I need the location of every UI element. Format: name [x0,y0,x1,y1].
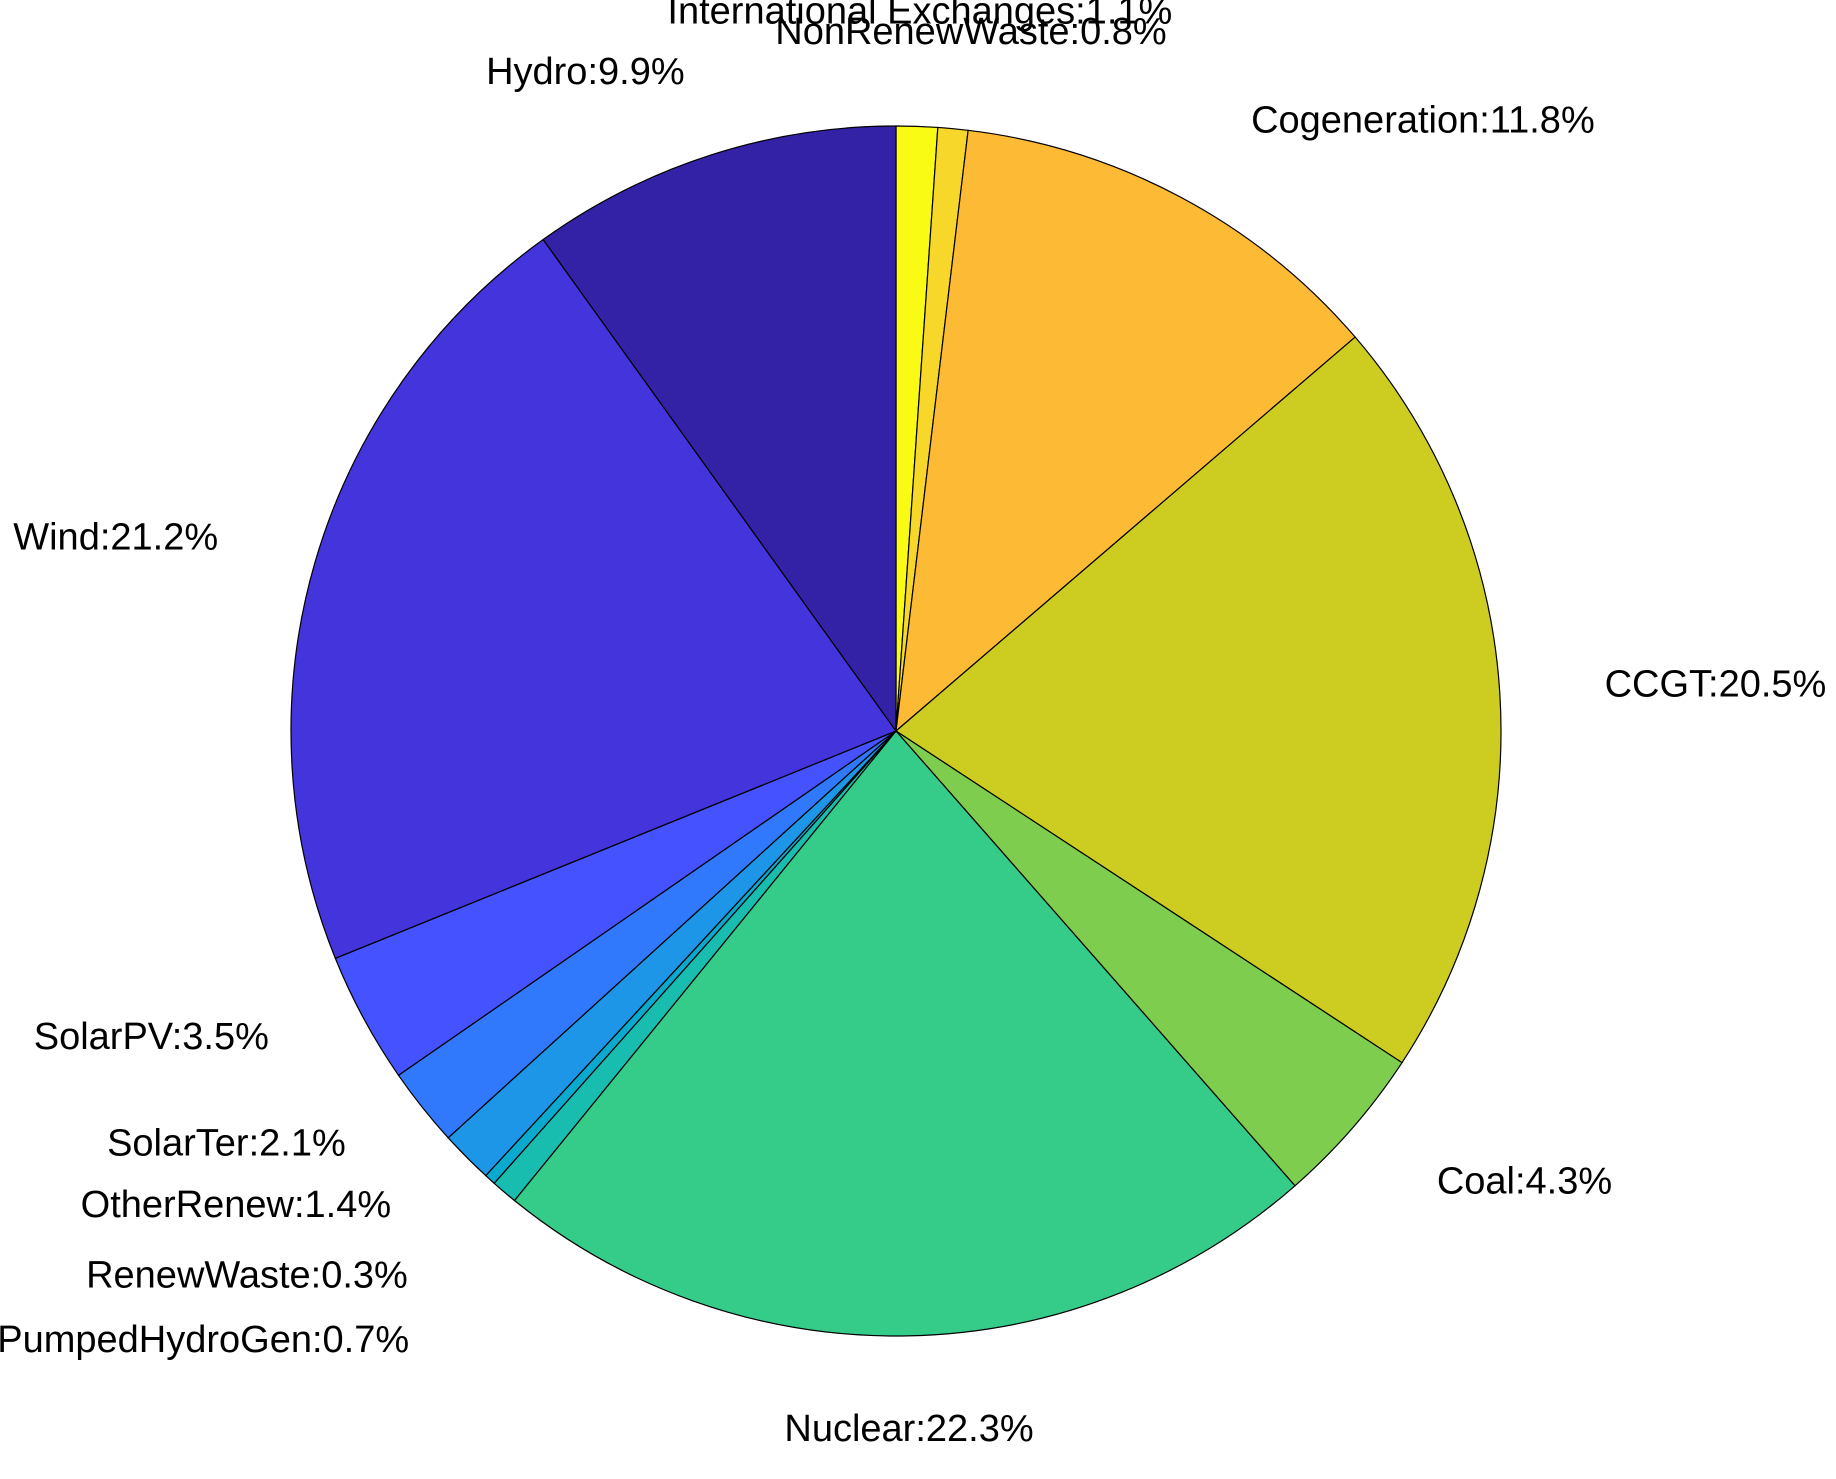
pie-label-nonrenewwaste: NonRenewWaste:0.8% [775,11,1166,53]
pie-slice-nuclear [513,730,1296,1337]
pie-label-solarpv: SolarPV:3.5% [34,1016,269,1058]
pie-label-cogeneration: Cogeneration:11.8% [1251,99,1595,141]
pie-label-international-exchanges: International Exchanges:1.1% [667,0,1172,32]
pie-slice-wind [290,238,897,960]
pie-slice-hydro [542,125,897,733]
pie-label-wind: Wind:21.2% [13,516,218,558]
pie-label-hydro: Hydro:9.9% [486,51,685,93]
pie-label-solarter: SolarTer:2.1% [107,1122,346,1164]
pie-slice-cogeneration [895,129,1356,733]
pie-slice-ccgt [895,336,1502,1064]
pie-label-ccgt: CCGT:20.5% [1605,664,1827,706]
pie-label-coal: Coal:4.3% [1437,1161,1612,1203]
slices-group [290,125,1502,1337]
pie-label-otherrenew: OtherRenew:1.4% [81,1184,392,1226]
labels-group: International Exchanges:1.1%NonRenewWast… [0,0,1826,1450]
pie-label-renewwaste: RenewWaste:0.3% [86,1254,408,1296]
pie-label-nuclear: Nuclear:22.3% [784,1408,1033,1450]
pie-label-pumpedhydrogen: PumpedHydroGen:0.7% [0,1319,409,1361]
